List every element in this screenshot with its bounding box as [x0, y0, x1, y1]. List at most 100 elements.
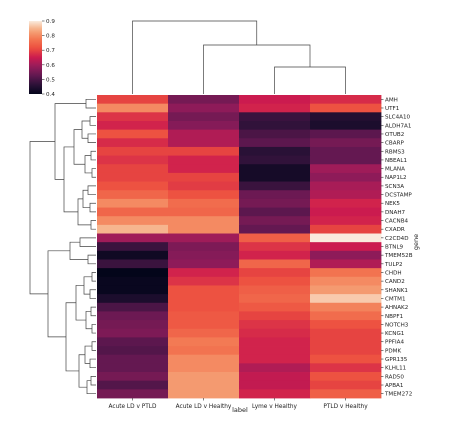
heatmap-cell: [97, 380, 169, 390]
heatmap-cell: [239, 259, 311, 269]
row-label: SCN3A: [385, 184, 404, 190]
row-label: OTUB2: [385, 132, 404, 138]
column-dendrogram-link: [274, 66, 346, 94]
row-label: BTNL9: [385, 245, 404, 251]
heatmap-cell: [239, 285, 311, 295]
heatmap-cell: [239, 181, 311, 191]
row-dendrogram-link: [89, 289, 96, 299]
heatmap-cell: [310, 146, 382, 156]
heatmap-cell: [97, 224, 169, 234]
heatmap-cell: [97, 138, 169, 148]
heatmap-cell: [310, 224, 382, 234]
row-label: RBMS3: [385, 149, 405, 155]
heatmap-cell: [168, 172, 240, 182]
colorbar-gradient: [29, 21, 42, 94]
heatmap-cell: [168, 302, 240, 312]
row-label: CXADR: [385, 227, 405, 233]
row-label: TMEM272: [384, 392, 412, 398]
row-label: PPFIA4: [385, 340, 404, 346]
heatmap-cell: [310, 164, 382, 174]
heatmap-cell: [239, 233, 311, 243]
heatmap-cell: [168, 294, 240, 304]
row-dendrogram-link: [69, 241, 88, 260]
row-dendrogram-link: [91, 168, 96, 178]
heatmap-cell: [97, 103, 169, 113]
row-label: DCSTAMP: [385, 193, 412, 199]
row-label: NBEAL1: [385, 158, 407, 164]
heatmap-cell: [97, 354, 169, 364]
heatmap-cell: [168, 216, 240, 226]
row-label: NBPF1: [385, 314, 404, 320]
heatmap-cell: [168, 224, 240, 234]
row-dendrogram-link: [89, 202, 96, 213]
column-label: Acute LD v Healthy: [176, 404, 232, 410]
row-label: AMH: [385, 97, 398, 103]
heatmap-cell: [97, 259, 169, 269]
heatmap-cell: [310, 190, 382, 200]
row-label: SHANK1: [385, 288, 408, 294]
row-dendrogram-link: [83, 276, 92, 295]
heatmap-cell: [97, 276, 169, 286]
row-dendrogram-link: [86, 380, 96, 395]
heatmap-cell: [97, 328, 169, 338]
heatmap-cell: [239, 276, 311, 286]
heatmap-cell: [310, 337, 382, 347]
heatmap-cell: [310, 155, 382, 165]
heatmap-cell: [97, 250, 169, 260]
row-dendrogram-link: [85, 98, 96, 109]
row-dendrogram-link: [90, 150, 96, 161]
heatmap-cell: [310, 216, 382, 226]
heatmap-cell: [97, 146, 169, 156]
colorbar-tick-label: 0.9: [46, 19, 55, 25]
heatmap-cell: [97, 181, 169, 191]
y-axis-label: gene: [412, 234, 420, 250]
heatmap-cell: [97, 233, 169, 243]
heatmap-cell: [97, 242, 169, 252]
colorbar-tick-label: 0.4: [46, 92, 55, 98]
heatmap-cell: [97, 164, 169, 174]
heatmap-cell: [310, 328, 382, 338]
heatmap-cell: [168, 95, 240, 105]
heatmap-cell: [310, 259, 382, 269]
heatmap-cell: [239, 337, 311, 347]
row-dendrogram-link: [91, 341, 96, 351]
heatmap-cell: [239, 172, 311, 182]
heatmap-cell: [97, 294, 169, 304]
heatmap-cell: [310, 112, 382, 122]
row-dendrogram-link: [47, 250, 70, 338]
heatmap-cell: [239, 354, 311, 364]
row-label: RAD50: [385, 374, 404, 380]
row-label: KCNG1: [385, 331, 405, 337]
heatmap-cell: [239, 372, 311, 382]
heatmap-cell: [97, 311, 169, 321]
row-dendrogram-link: [87, 133, 96, 143]
heatmap-cell: [168, 354, 240, 364]
row-label: PDMK: [385, 348, 402, 354]
heatmap-cell: [239, 224, 311, 234]
heatmap-cell: [97, 337, 169, 347]
heatmap-cell: [168, 242, 240, 252]
heatmap-cell: [310, 320, 382, 330]
column-label: PTLD v Healthy: [323, 404, 368, 410]
row-label: TMEM52B: [384, 253, 413, 259]
column-label: Acute LD v PTLD: [109, 404, 157, 410]
heatmap-cell: [168, 285, 240, 295]
row-dendrogram-link: [54, 103, 86, 180]
row-dendrogram-link: [29, 141, 55, 295]
row-dendrogram-link: [89, 358, 96, 369]
heatmap-cell: [168, 268, 240, 278]
heatmap-cell: [239, 320, 311, 330]
heatmap-cell: [310, 354, 382, 364]
heatmap-cell: [97, 129, 169, 139]
heatmap-cell: [168, 155, 240, 165]
row-label: NAP1L2: [385, 175, 407, 181]
row-dendrogram-link: [73, 129, 85, 165]
colorbar-tick-label: 0.5: [46, 77, 55, 83]
heatmap-cell: [239, 198, 311, 208]
heatmap-cell: [97, 198, 169, 208]
row-label: KLHL11: [385, 366, 407, 372]
heatmap-cell: [239, 294, 311, 304]
heatmap-cell: [168, 198, 240, 208]
